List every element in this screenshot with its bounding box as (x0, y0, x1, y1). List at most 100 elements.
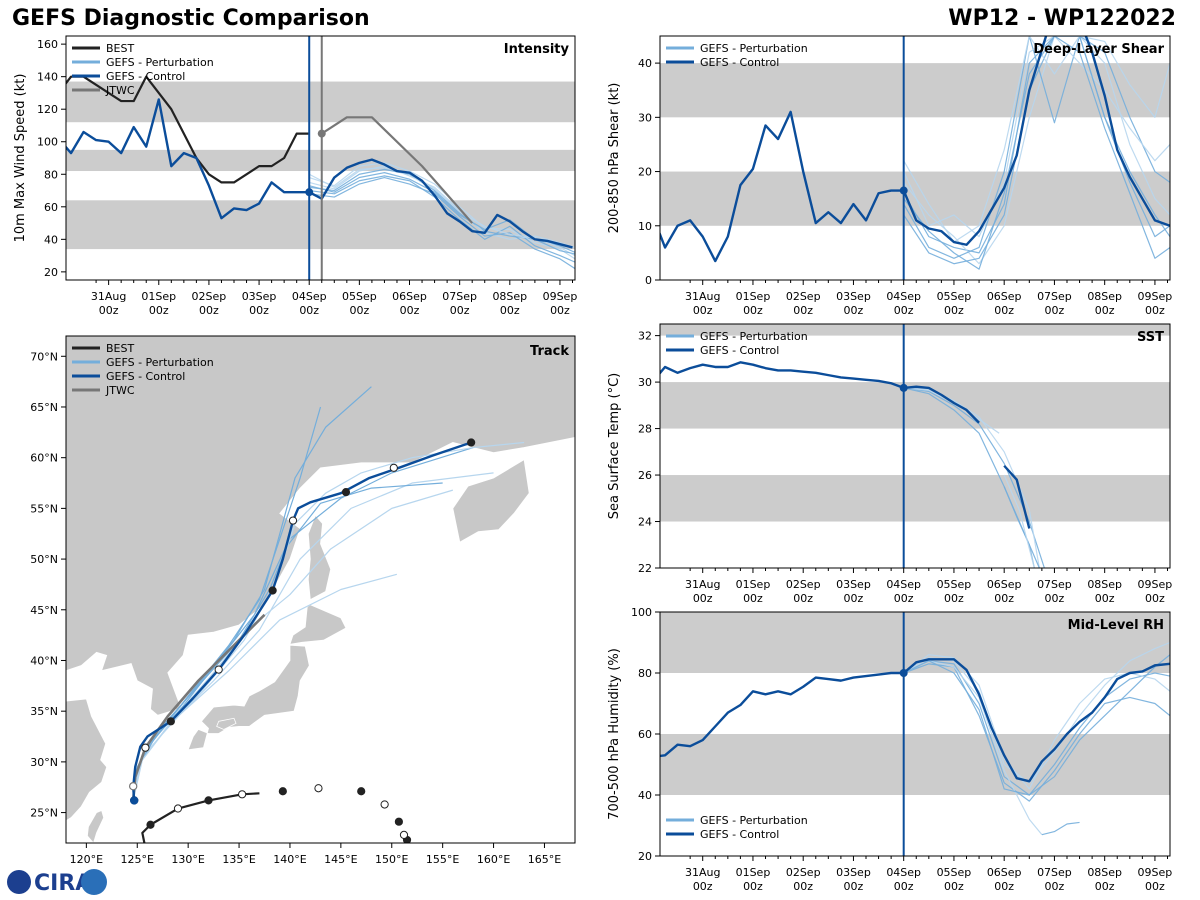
track-panel: 120°E 125°E 130°E 135°E 140°E 145°E 150°E 155°E… (30, 335, 576, 866)
rh-ylabel: 700-500 hPa Humidity (%) (607, 648, 622, 820)
track-control-marker (341, 488, 351, 497)
track-xtick-label: 130°E (171, 853, 204, 866)
intensity-panel: 2040608010012014016031Aug00z01Sep00z02Se… (13, 35, 578, 317)
rh-ytick-label: 80 (638, 667, 652, 680)
intensity-xtick-label: 09Sep (543, 290, 578, 303)
track-best-marker (278, 787, 287, 796)
track-xtick-label: 145°E (324, 853, 357, 866)
track-legend-label: GEFS - Perturbation (106, 356, 214, 369)
intensity-xtick-label: 00z (99, 304, 119, 317)
intensity-xtick-label: 00z (149, 304, 169, 317)
track-best-line (141, 792, 260, 843)
sst-xtick-label: 00z (793, 592, 813, 605)
shear-xtick-label: 02Sep (786, 290, 821, 303)
track-control-marker (288, 516, 298, 525)
rh-ytick-label: 20 (638, 850, 652, 863)
sst-ytick-label: 26 (638, 469, 652, 482)
rh-control-line (660, 658, 1170, 783)
intensity-xtick-label: 00z (299, 304, 319, 317)
rh-xtick-label: 05Sep (937, 866, 972, 879)
shear-perturbation-line (903, 36, 1170, 270)
rh-band (660, 734, 1170, 795)
rh-control-marker (899, 669, 908, 677)
sst-ytick-label: 22 (638, 562, 652, 575)
shear-panel: 01020304031Aug00z01Sep00z02Sep00z03Sep00… (607, 35, 1172, 317)
track-legend-label: JTWC (105, 384, 135, 397)
shear-xtick-label: 01Sep (736, 290, 771, 303)
sst-xtick-label: 05Sep (937, 578, 972, 591)
intensity-ytick-label: 100 (37, 136, 58, 149)
track-best-marker (173, 804, 183, 813)
intensity-xtick-label: 00z (249, 304, 269, 317)
intensity-ytick-label: 20 (44, 266, 58, 279)
rh-xtick-label: 00z (944, 880, 964, 893)
sst-title: SST (1137, 330, 1164, 345)
intensity-ylabel: 10m Max Wind Speed (kt) (13, 74, 28, 243)
intensity-jtwc-marker (317, 129, 326, 138)
sst-ylabel: Sea Surface Temp (°C) (607, 373, 622, 520)
track-best-marker (380, 800, 389, 809)
intensity-xtick-label: 00z (450, 304, 470, 317)
track-best-marker (394, 817, 403, 826)
intensity-legend-label: GEFS - Control (106, 70, 185, 83)
rh-perturbation-line (903, 654, 1170, 796)
shear-xtick-label: 05Sep (937, 290, 972, 303)
sst-xtick-label: 07Sep (1037, 578, 1072, 591)
shear-xtick-label: 00z (1145, 304, 1165, 317)
intensity-xtick-label: 31Aug (91, 290, 126, 303)
track-xtick-label: 125°E (121, 853, 154, 866)
track-xtick-label: 140°E (273, 853, 306, 866)
shear-xtick-label: 00z (1045, 304, 1065, 317)
land-polygon (66, 336, 575, 716)
intensity-perturbation-line (309, 175, 575, 263)
sst-xtick-label: 02Sep (786, 578, 821, 591)
land-polygon (307, 514, 332, 601)
sst-series-group (660, 361, 1045, 568)
shear-perturbation-line (903, 36, 1170, 265)
intensity-xtick-label: 00z (199, 304, 219, 317)
sst-perturbation-line (1003, 474, 1035, 568)
shear-band (660, 63, 1170, 118)
storm-id: WP12 - WP122022 (948, 6, 1176, 31)
shear-xtick-label: 00z (743, 304, 763, 317)
sst-legend-label: GEFS - Control (700, 344, 779, 357)
rh-xtick-label: 06Sep (987, 866, 1022, 879)
sst-legend-label: GEFS - Perturbation (700, 330, 808, 343)
land-polygon (216, 717, 237, 730)
track-ytick-label: 60°N (30, 452, 58, 465)
track-best-marker (314, 784, 323, 793)
track-ytick-label: 55°N (30, 502, 58, 515)
track-control-marker (389, 463, 398, 472)
intensity-xtick-label: 02Sep (192, 290, 227, 303)
rh-perturbation-line (903, 660, 1170, 796)
intensity-ytick-label: 40 (44, 233, 58, 246)
track-ytick-label: 70°N (30, 350, 58, 363)
intensity-control-marker (305, 188, 314, 197)
sst-ytick-label: 32 (638, 330, 652, 343)
sst-panel: 22242628303231Aug00z01Sep00z02Sep00z03Se… (607, 323, 1172, 605)
sst-xtick-label: 00z (1095, 592, 1115, 605)
shear-xtick-label: 00z (894, 304, 914, 317)
track-best-marker (204, 796, 213, 805)
shear-ytick-label: 20 (638, 166, 652, 179)
track-xtick-label: 160°E (477, 853, 510, 866)
shear-ylabel: 200-850 hPa Shear (kt) (607, 83, 622, 234)
shear-xtick-label: 00z (844, 304, 864, 317)
sst-ytick-label: 24 (638, 516, 652, 529)
track-control-marker (214, 665, 223, 674)
logo-globe-icon (7, 870, 31, 894)
shear-xtick-label: 00z (944, 304, 964, 317)
track-title: Track (530, 344, 569, 359)
land-polygon (86, 810, 105, 843)
shear-frame (659, 35, 1171, 281)
sst-xtick-label: 03Sep (836, 578, 871, 591)
shear-xtick-label: 07Sep (1037, 290, 1072, 303)
sst-band (660, 475, 1170, 522)
intensity-xtick-label: 01Sep (141, 290, 176, 303)
sst-perturbation-line (903, 387, 1045, 568)
intensity-xtick-label: 00z (349, 304, 369, 317)
shear-xtick-label: 08Sep (1087, 290, 1122, 303)
sst-band (660, 324, 1170, 336)
track-xtick-label: 165°E (528, 853, 561, 866)
